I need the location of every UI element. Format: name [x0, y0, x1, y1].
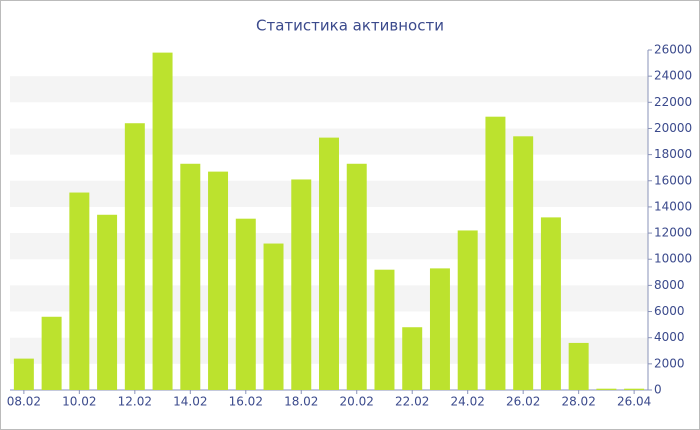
grid-band: [10, 76, 648, 103]
bar: [208, 171, 229, 390]
y-tick-label: 10000: [654, 252, 692, 266]
x-tick-label: 24.02: [451, 395, 485, 409]
bar: [152, 52, 173, 390]
bar: [13, 358, 34, 390]
chart-title: Статистика активности: [256, 17, 444, 35]
x-tick-label: 12.02: [118, 395, 152, 409]
bar: [624, 388, 645, 390]
y-tick-label: 26000: [654, 43, 692, 57]
x-tick-label: 16.02: [229, 395, 263, 409]
bar: [69, 192, 90, 390]
bar: [41, 316, 62, 390]
bar: [291, 179, 312, 390]
y-tick-label: 2000: [654, 356, 685, 370]
bar: [429, 268, 450, 390]
y-tick-label: 0: [654, 383, 662, 397]
y-tick-label: 12000: [654, 226, 692, 240]
bar: [513, 136, 534, 390]
y-tick-label: 8000: [654, 278, 685, 292]
x-tick-label: 28.02: [561, 395, 595, 409]
bar: [124, 123, 145, 390]
x-tick-label: 08.02: [7, 395, 41, 409]
bar: [457, 230, 478, 390]
x-tick-label: 18.02: [284, 395, 318, 409]
bar: [263, 243, 284, 390]
y-tick-label: 14000: [654, 199, 692, 213]
bar: [402, 327, 423, 390]
y-tick-label: 24000: [654, 69, 692, 83]
x-tick-label: 14.02: [173, 395, 207, 409]
y-tick-label: 20000: [654, 121, 692, 135]
y-tick-label: 16000: [654, 173, 692, 187]
y-tick-label: 4000: [654, 330, 685, 344]
bar: [346, 163, 367, 390]
bar: [596, 388, 617, 390]
y-tick-label: 18000: [654, 147, 692, 161]
x-tick-label: 26.02: [506, 395, 540, 409]
x-tick-label: 22.02: [395, 395, 429, 409]
bar: [540, 217, 561, 390]
x-tick-label: 10.02: [62, 395, 96, 409]
x-tick-label: 20.02: [340, 395, 374, 409]
bar: [319, 137, 339, 390]
bar: [568, 342, 589, 390]
bar: [180, 163, 201, 390]
bar: [235, 218, 256, 390]
y-tick-label: 6000: [654, 304, 685, 318]
bar: [374, 269, 395, 390]
bar: [485, 116, 506, 390]
y-tick-label: 22000: [654, 95, 692, 109]
x-tick-label: 26.04: [617, 395, 651, 409]
bar: [97, 214, 118, 390]
